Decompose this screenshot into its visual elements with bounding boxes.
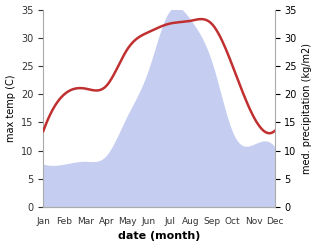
Y-axis label: max temp (C): max temp (C) bbox=[5, 75, 16, 142]
X-axis label: date (month): date (month) bbox=[118, 231, 200, 242]
Y-axis label: med. precipitation (kg/m2): med. precipitation (kg/m2) bbox=[302, 43, 313, 174]
